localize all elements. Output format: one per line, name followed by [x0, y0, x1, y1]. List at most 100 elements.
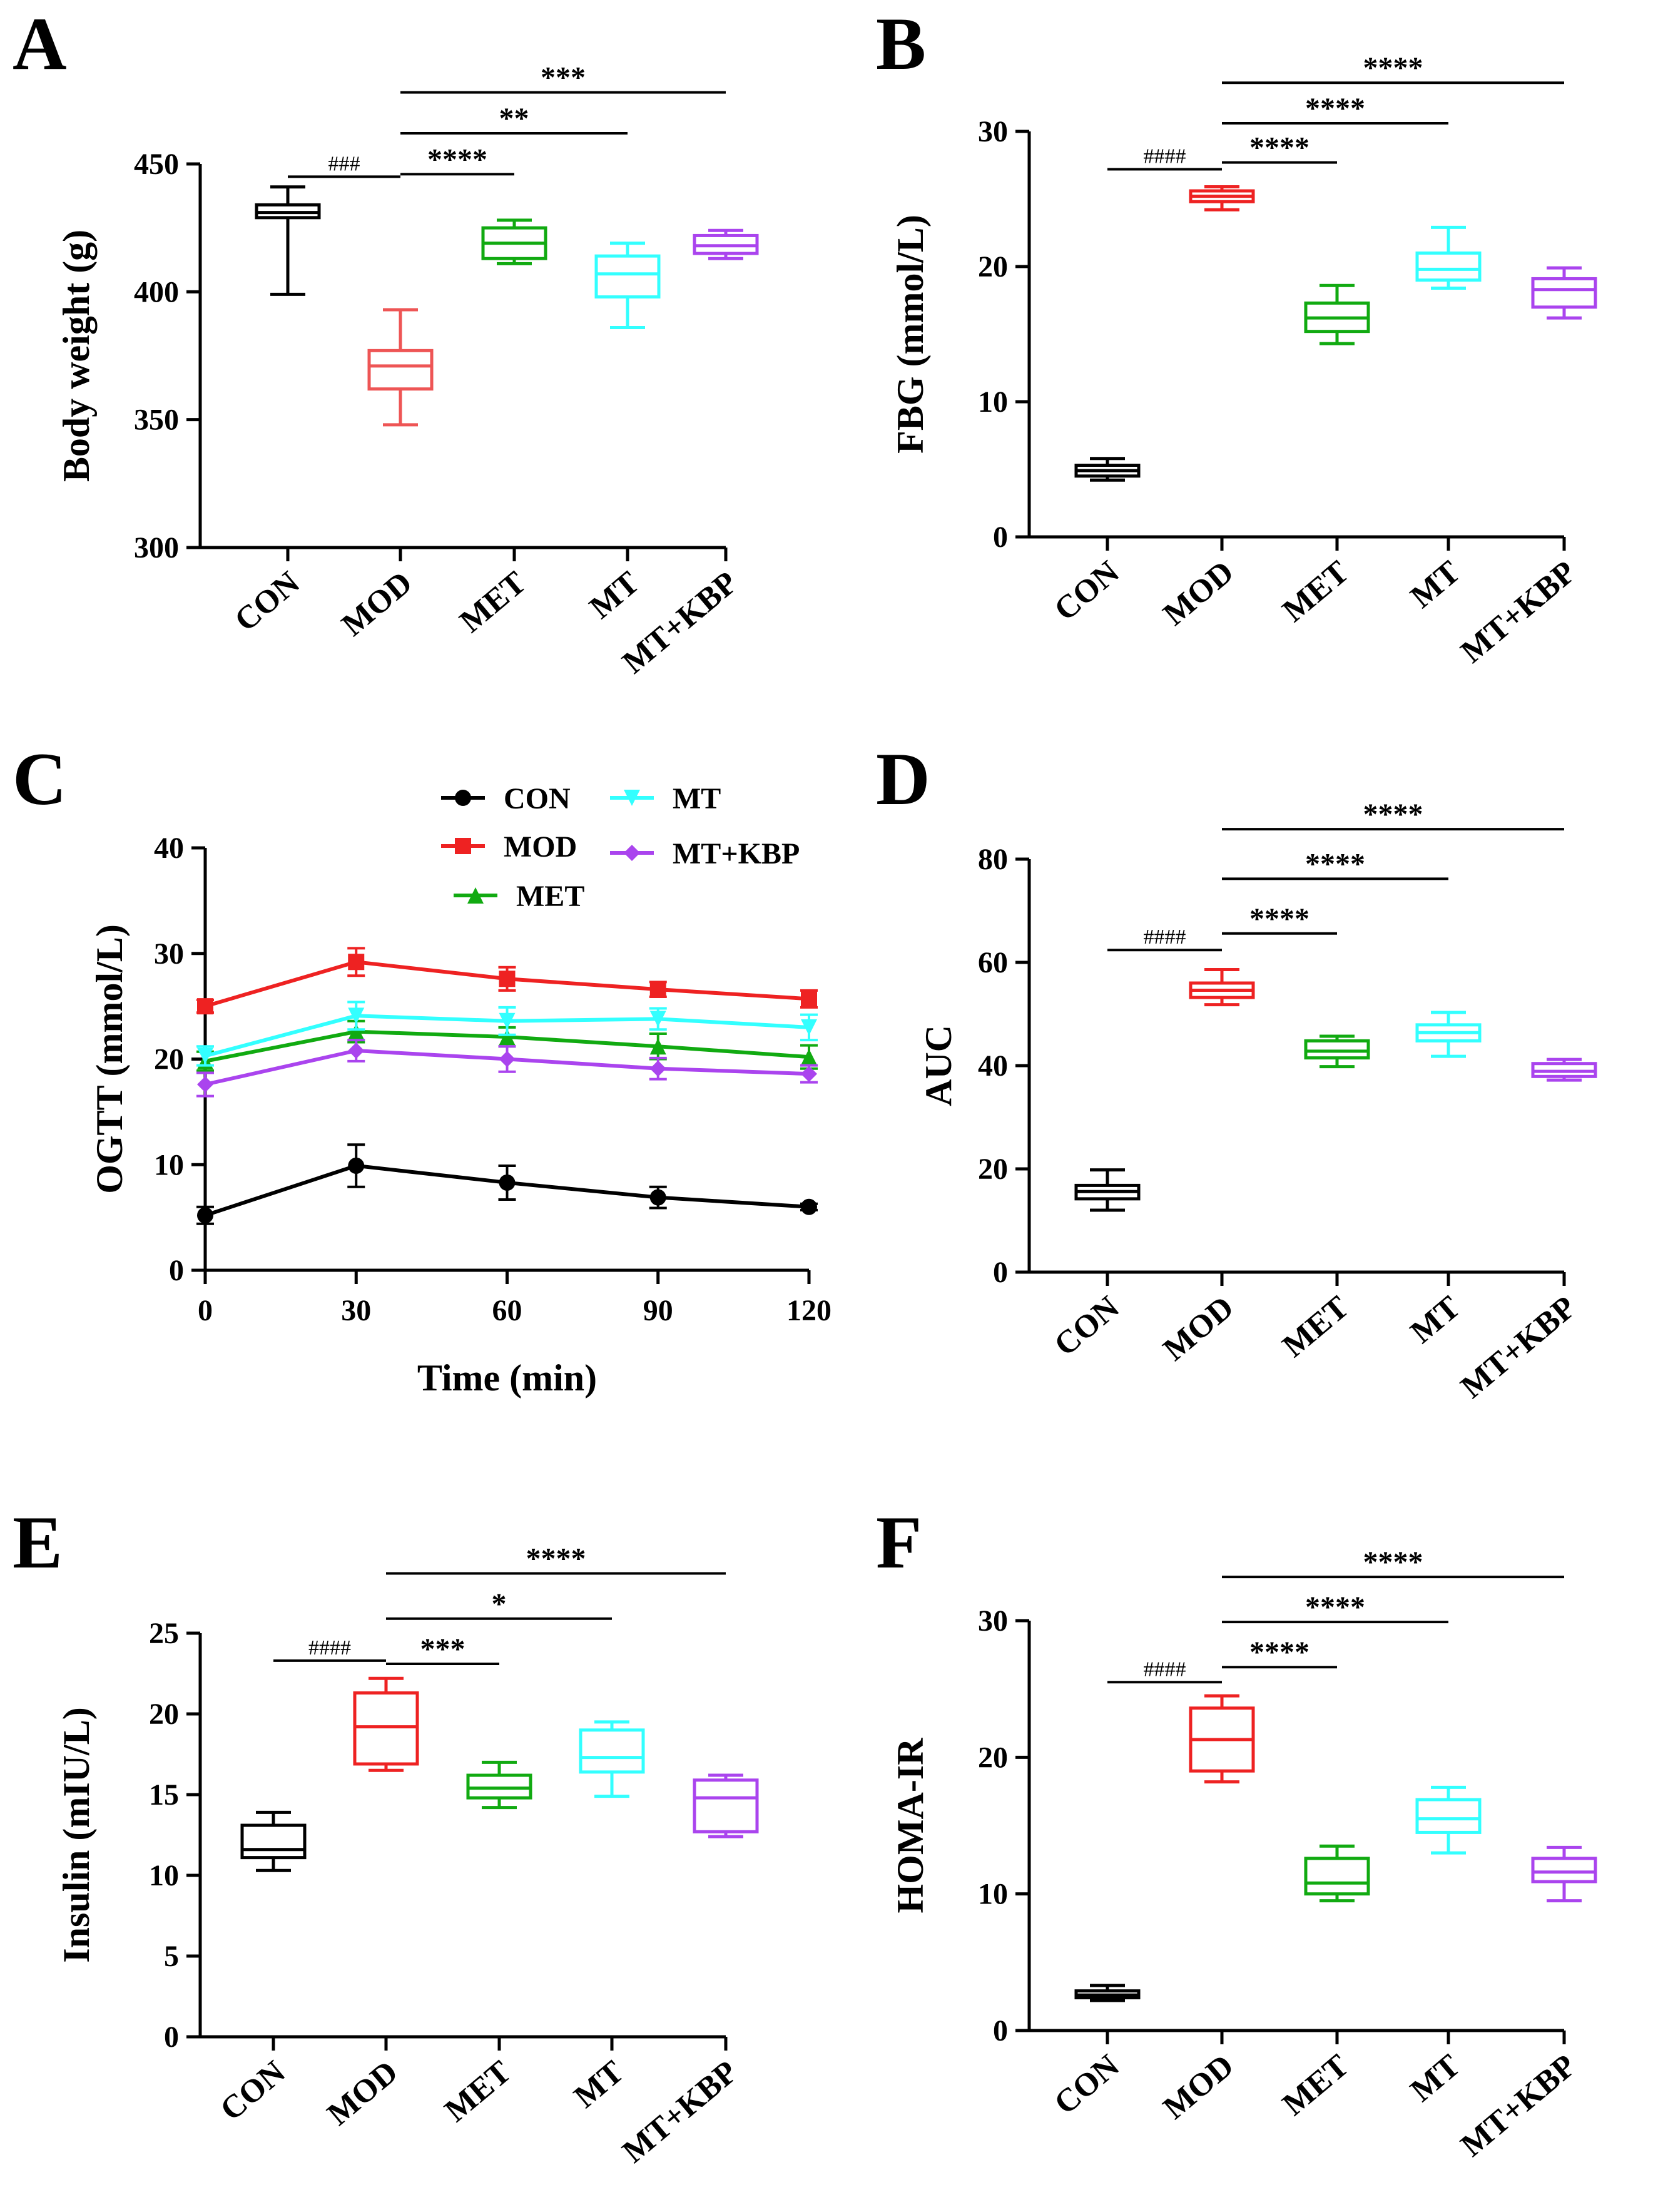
y-axis-title: FBG (mmol/L) — [890, 215, 931, 454]
y-tick-label: 30 — [154, 937, 184, 971]
data-point — [197, 998, 213, 1015]
category-label: MOD — [1157, 554, 1241, 633]
box-iqr — [240, 1823, 307, 1860]
data-point — [348, 1023, 365, 1040]
y-tick-label: 0 — [993, 2014, 1008, 2047]
significance-label: #### — [1144, 1658, 1186, 1681]
category-label: MT — [567, 2054, 631, 2116]
y-tick-label: 0 — [993, 521, 1008, 554]
series-mt — [196, 1001, 818, 1067]
box-mt — [579, 1720, 645, 1798]
category-label: MET — [1276, 2048, 1355, 2123]
significance-label: *** — [420, 1633, 465, 1666]
box-iqr — [367, 349, 434, 391]
legend-label: MOD — [504, 830, 577, 864]
box-met — [1304, 283, 1370, 345]
data-point — [499, 1174, 516, 1191]
data-point — [348, 1042, 365, 1059]
box-met — [481, 218, 547, 265]
legend-label: MT+KBP — [673, 837, 800, 870]
series-mt-kbp — [196, 1039, 818, 1098]
box-mt — [594, 242, 661, 330]
data-point — [649, 1060, 666, 1077]
category-label: MOD — [1157, 2048, 1241, 2126]
box-iqr — [693, 1778, 759, 1833]
y-tick-label: 0 — [169, 1254, 184, 1287]
series-mod — [196, 947, 818, 1015]
box-mod — [1189, 185, 1255, 212]
data-point — [801, 1049, 817, 1066]
data-point — [649, 1011, 666, 1027]
box-con — [255, 185, 321, 296]
y-tick-label: 15 — [149, 1778, 179, 1812]
x-tick-label: 60 — [492, 1294, 522, 1327]
legend-label: MET — [516, 880, 584, 913]
box-mt-kbp — [1531, 1058, 1597, 1082]
y-tick-label: 5 — [164, 1940, 179, 1973]
y-tick-label: 450 — [134, 148, 179, 181]
box-iqr — [1531, 1857, 1597, 1883]
data-point — [801, 991, 817, 1007]
significance-label: **** — [1305, 1591, 1365, 1624]
x-tick-label: 30 — [341, 1294, 371, 1327]
box-iqr — [353, 1691, 419, 1766]
category-label: MT — [583, 565, 646, 626]
category-label: MOD — [321, 2054, 405, 2133]
category-label: MET — [453, 565, 532, 640]
y-tick-label: 400 — [134, 275, 179, 308]
box-iqr — [1304, 1857, 1370, 1896]
y-tick-label: 10 — [154, 1148, 184, 1181]
y-axis-title: Insulin (mIU/L) — [56, 1707, 97, 1962]
significance-label: **** — [1363, 1546, 1423, 1579]
y-axis-title: Body weight (g) — [56, 230, 97, 482]
category-label: MT — [1404, 554, 1467, 616]
category-label: MT — [1404, 1290, 1467, 1351]
box-met — [1304, 1844, 1370, 1903]
category-label: CON — [1048, 554, 1126, 628]
significance-label: #### — [1144, 145, 1186, 168]
data-point — [197, 1076, 213, 1093]
box-iqr — [466, 1773, 532, 1800]
significance-label: **** — [1249, 902, 1310, 935]
legend-label: MT — [673, 782, 721, 815]
box-met — [466, 1760, 532, 1810]
x-tick-label: 120 — [786, 1294, 832, 1327]
category-label: CON — [1048, 1290, 1126, 1363]
y-tick-label: 20 — [154, 1043, 184, 1076]
box-mt-kbp — [693, 228, 759, 260]
legend-marker — [467, 887, 484, 904]
significance-label: **** — [526, 1542, 586, 1576]
data-point — [649, 981, 666, 998]
y-tick-label: 30 — [978, 1604, 1008, 1638]
y-axis-title: AUC — [918, 1025, 959, 1106]
panel-C: C 0 10 20 30 40 0 30 60 90 120 Time (min) OGTT (mmol… — [13, 737, 832, 1399]
panel-letter: D — [876, 737, 930, 820]
box-mt-kbp — [693, 1773, 759, 1838]
significance-label: * — [492, 1588, 507, 1621]
significance-label: **** — [1363, 798, 1423, 831]
legend: CON MOD MET MT MT+KBP — [441, 782, 800, 913]
y-tick-label: 20 — [978, 1153, 1008, 1186]
box-iqr — [1415, 1798, 1482, 1834]
panel-letter: E — [13, 1501, 63, 1584]
significance-label: *** — [541, 61, 586, 94]
panel-letter: F — [876, 1501, 922, 1584]
y-tick-label: 25 — [149, 1617, 179, 1650]
category-label: MET — [438, 2054, 517, 2129]
data-point — [348, 1007, 365, 1024]
y-tick-label: 40 — [978, 1049, 1008, 1083]
y-axis-title: OGTT (mmol/L) — [89, 924, 130, 1194]
category-label: CON — [228, 565, 307, 639]
box-mod — [1189, 1694, 1255, 1784]
significance-label: **** — [1305, 92, 1365, 125]
data-point — [649, 1038, 666, 1055]
box-con — [1074, 457, 1141, 482]
data-point — [499, 1029, 516, 1046]
data-point — [348, 1157, 365, 1174]
significance-label: #### — [308, 1636, 351, 1659]
data-point — [801, 1066, 817, 1083]
legend-marker — [624, 790, 640, 806]
